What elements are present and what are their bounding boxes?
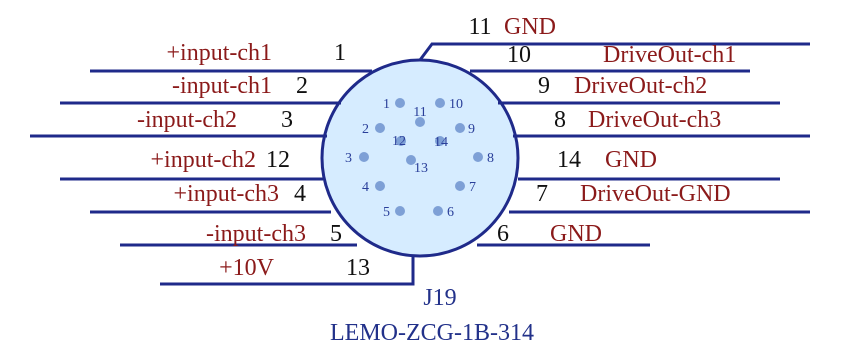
- face-pin-8: 8: [487, 151, 494, 166]
- pin-hole-9: [455, 123, 465, 133]
- number-right-pin-7: 7: [536, 181, 548, 207]
- number-left-pin-2: 2: [296, 73, 308, 99]
- label-right-pin-6: GND: [550, 221, 602, 247]
- wire-pin-13: [160, 256, 415, 286]
- face-pin-14: 14: [434, 135, 448, 150]
- pin-hole-8: [473, 152, 483, 162]
- face-pin-6: 6: [447, 205, 454, 220]
- number-left-pin-5: 5: [330, 221, 342, 247]
- number-right-pin-14: 14: [557, 147, 581, 173]
- wires: [30, 42, 810, 286]
- pin-hole-13: [406, 155, 416, 165]
- pin-hole-12: [396, 136, 406, 146]
- connector-face: 1 2 3 4 5 6 7 8 9 10 11 12 13 14: [345, 97, 494, 220]
- pin-hole-5: [395, 206, 405, 216]
- pin-hole-4: [375, 181, 385, 191]
- number-right-pin-6: 6: [497, 221, 509, 247]
- pin-hole-2: [375, 123, 385, 133]
- wire-pin-11: [418, 42, 810, 61]
- pin-hole-1: [395, 98, 405, 108]
- face-pin-5: 5: [383, 205, 390, 220]
- label-left-pin-3: -input-ch2: [137, 107, 237, 133]
- label-left-pin-1: +input-ch1: [166, 40, 272, 66]
- label-right-pin-7: DriveOut-GND: [580, 181, 731, 207]
- face-pin-2: 2: [362, 122, 369, 137]
- label-left-pin-2: -input-ch1: [172, 73, 272, 99]
- number-left-pin-4: 4: [294, 181, 306, 207]
- pin-hole-6: [433, 206, 443, 216]
- pin-hole-3: [359, 152, 369, 162]
- component-designator: J19: [423, 285, 456, 311]
- label-left-pin-12: +input-ch2: [150, 147, 256, 173]
- face-pin-11: 11: [413, 105, 426, 120]
- label-right-pin-10: DriveOut-ch1: [603, 42, 736, 68]
- label-right-pin-8: DriveOut-ch3: [588, 107, 721, 133]
- label-left-pin-5: -input-ch3: [206, 221, 306, 247]
- pin-hole-10: [435, 98, 445, 108]
- face-pin-1: 1: [383, 97, 390, 112]
- pin-hole-14: [435, 136, 445, 146]
- number-right-pin-9: 9: [538, 73, 550, 99]
- face-pin-10: 10: [449, 97, 463, 112]
- number-left-pin-12: 12: [266, 147, 290, 173]
- number-left-pin-3: 3: [281, 107, 293, 133]
- face-pin-4: 4: [362, 180, 369, 195]
- label-right-pin-14: GND: [605, 147, 657, 173]
- pin-hole-11: [415, 117, 425, 127]
- face-pin-3: 3: [345, 151, 352, 166]
- face-pin-12: 12: [392, 134, 406, 149]
- pin-hole-7: [455, 181, 465, 191]
- number-left-pin-13: 13: [346, 255, 370, 281]
- component-part-number: LEMO-ZCG-1B-314: [330, 320, 534, 346]
- number-right-pin-10: 10: [507, 42, 531, 68]
- number-right-pin-11: 11: [468, 14, 491, 40]
- face-pin-7: 7: [469, 180, 476, 195]
- label-left-pin-13: +10V: [219, 255, 275, 281]
- label-right-pin-11: GND: [504, 14, 556, 40]
- face-pin-13: 13: [414, 161, 428, 176]
- number-right-pin-8: 8: [554, 107, 566, 133]
- number-left-pin-1: 1: [334, 40, 346, 66]
- face-pin-9: 9: [468, 122, 475, 137]
- label-right-pin-9: DriveOut-ch2: [574, 73, 707, 99]
- label-left-pin-4: +input-ch3: [173, 181, 279, 207]
